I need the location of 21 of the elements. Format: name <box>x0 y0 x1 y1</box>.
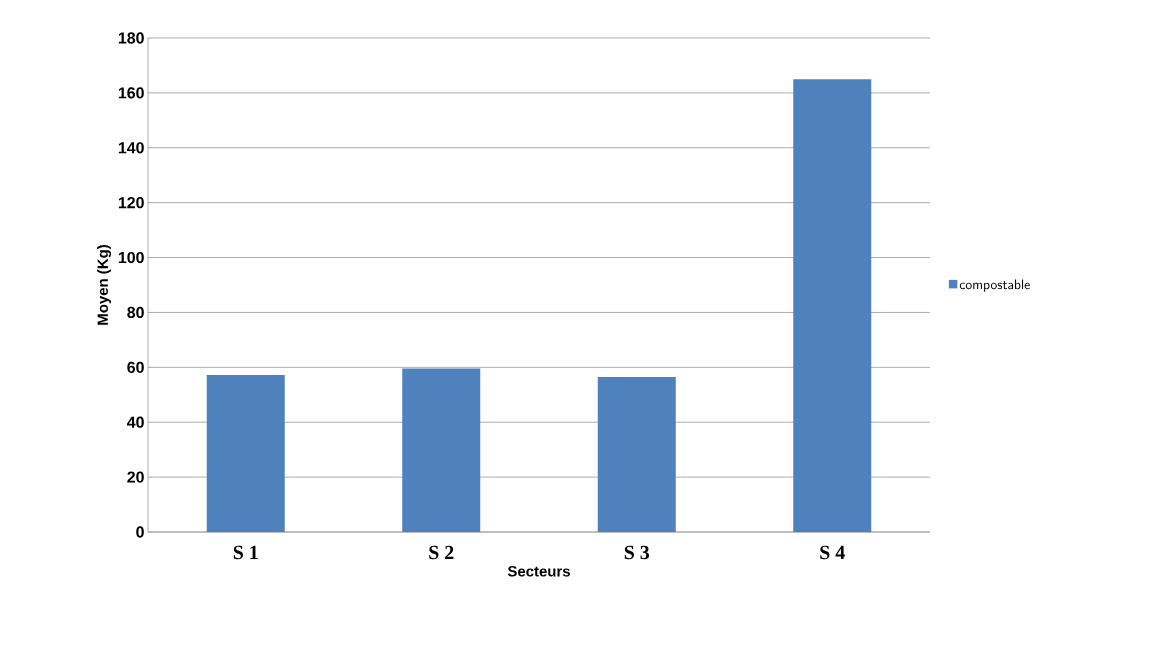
y-tick-label: 140 <box>118 142 144 154</box>
bar <box>793 79 872 532</box>
bar <box>597 376 676 532</box>
y-tick-label: 60 <box>127 361 144 373</box>
legend-label: compostable <box>959 279 1030 292</box>
y-tick-label: 120 <box>118 197 144 209</box>
y-tick-label: 180 <box>118 32 144 44</box>
bar <box>402 368 481 532</box>
y-tick-label: 80 <box>127 306 144 319</box>
x-tick-label: S 3 <box>624 545 650 560</box>
x-tick-label: S 4 <box>820 545 845 560</box>
y-tick-label: 40 <box>126 416 144 428</box>
y-axis-title: Moyen (Kg) <box>97 245 112 325</box>
y-tick-label: 100 <box>118 251 144 264</box>
y-tick-label: 0 <box>136 526 144 538</box>
x-axis-title: Secteurs <box>507 566 570 577</box>
bar <box>206 375 285 532</box>
x-tick-label: S 2 <box>429 545 454 560</box>
y-tick-label: 160 <box>118 87 144 99</box>
x-tick-label: S 1 <box>233 545 258 560</box>
y-tick-label: 20 <box>127 471 144 483</box>
